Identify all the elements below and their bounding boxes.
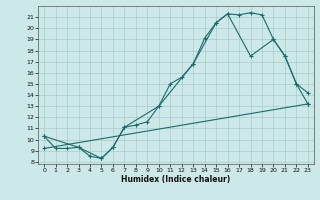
X-axis label: Humidex (Indice chaleur): Humidex (Indice chaleur)	[121, 175, 231, 184]
